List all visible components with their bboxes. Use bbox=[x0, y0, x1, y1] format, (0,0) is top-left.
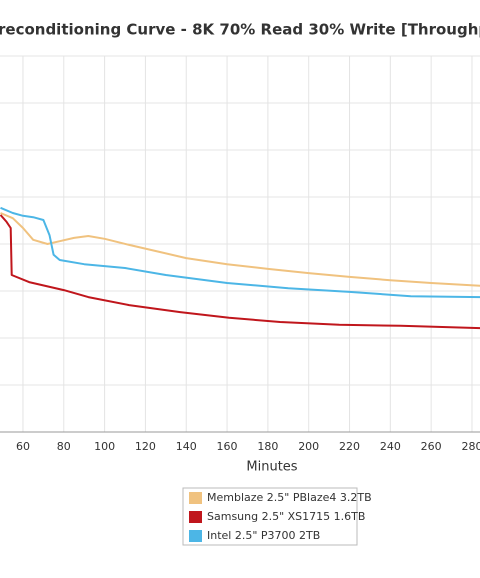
x-tick-label: 100 bbox=[94, 440, 115, 453]
series-line bbox=[0, 206, 480, 299]
series-line bbox=[0, 212, 480, 287]
series-line bbox=[0, 214, 480, 330]
x-tick-label: 200 bbox=[298, 440, 319, 453]
x-tick-label: 120 bbox=[135, 440, 156, 453]
legend-box bbox=[182, 487, 358, 546]
x-tick-label: 220 bbox=[339, 440, 360, 453]
x-tick-label: 140 bbox=[176, 440, 197, 453]
x-tick-label: 80 bbox=[57, 440, 71, 453]
x-tick-label: 240 bbox=[380, 440, 401, 453]
x-axis-label: Minutes bbox=[246, 460, 297, 475]
legend-label: Samsung 2.5" XS1715 1.6TB bbox=[207, 510, 365, 523]
legend-swatch bbox=[189, 530, 202, 542]
x-tick-label: 160 bbox=[217, 440, 238, 453]
chart-title: reconditioning Curve - 8K 70% Read 30% W… bbox=[0, 21, 480, 39]
legend-label: Memblaze 2.5" PBlaze4 3.2TB bbox=[207, 491, 372, 504]
legend-swatch bbox=[189, 511, 202, 523]
legend-swatch bbox=[189, 492, 202, 504]
x-tick-label: 260 bbox=[421, 440, 442, 453]
legend-label: Intel 2.5" P3700 2TB bbox=[207, 529, 320, 542]
x-tick-label: 60 bbox=[16, 440, 30, 453]
x-tick-label: 180 bbox=[257, 440, 278, 453]
x-tick-label: 280 bbox=[461, 440, 480, 453]
